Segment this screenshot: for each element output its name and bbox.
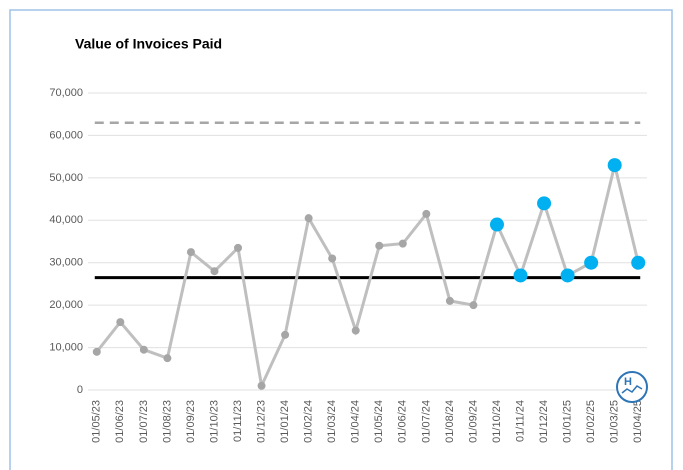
data-point: [210, 267, 219, 276]
y-tick-label: 0: [77, 384, 83, 396]
x-tick-label: 01/09/23: [185, 400, 197, 443]
y-tick-label: 50,000: [49, 172, 83, 184]
chart-title: Value of Invoices Paid: [75, 36, 222, 52]
data-point: [445, 296, 454, 305]
data-point: [304, 214, 313, 223]
x-tick-label: 01/02/24: [303, 400, 315, 443]
data-point: [116, 318, 125, 327]
chart-border: [9, 9, 673, 470]
data-point: [351, 326, 360, 335]
x-tick-label: 01/08/23: [161, 400, 173, 443]
data-point: [398, 239, 407, 248]
x-tick-label: 01/12/23: [255, 400, 267, 443]
logo: H: [616, 371, 648, 403]
data-point: [375, 241, 384, 250]
x-tick-label: 01/07/23: [138, 400, 150, 443]
data-point: [560, 268, 575, 283]
x-tick-label: 01/11/23: [232, 400, 244, 442]
data-line: [95, 164, 640, 391]
data-point: [281, 330, 290, 339]
x-tick-label: 01/04/25: [632, 400, 644, 443]
data-point: [186, 248, 195, 257]
x-tick-label: 01/09/24: [467, 400, 479, 443]
data-point: [257, 381, 266, 390]
x-tick-label: 01/07/24: [420, 400, 432, 443]
x-tick-label: 01/03/25: [609, 400, 621, 443]
x-tick-label: 01/05/24: [373, 400, 385, 443]
data-point: [328, 254, 337, 263]
x-tick-label: 01/04/24: [350, 400, 362, 443]
logo-ring: [616, 371, 648, 403]
x-tick-label: 01/11/24: [514, 400, 526, 442]
x-tick-label: 01/10/23: [208, 400, 220, 443]
logo-text: H: [624, 376, 632, 388]
y-tick-label: 20,000: [49, 299, 83, 311]
x-tick-label: 01/01/24: [279, 400, 291, 443]
data-point: [607, 158, 622, 173]
x-tick-label: 01/12/24: [538, 400, 550, 443]
data-point: [422, 209, 431, 218]
data-point: [469, 301, 478, 310]
data-point: [631, 255, 646, 270]
x-tick-label: 01/06/24: [397, 400, 409, 443]
y-tick-label: 70,000: [49, 87, 83, 99]
data-point: [513, 268, 528, 283]
x-tick-label: 01/01/25: [562, 400, 574, 443]
x-tick-label: 01/05/23: [91, 400, 103, 443]
data-point: [92, 347, 101, 356]
data-point: [584, 255, 599, 270]
data-point: [163, 354, 172, 363]
data-point: [489, 217, 504, 232]
logo-squiggle: [621, 385, 643, 394]
data-point: [139, 345, 148, 354]
y-tick-label: 30,000: [49, 257, 83, 269]
y-tick-label: 60,000: [49, 129, 83, 141]
x-tick-label: 01/02/25: [585, 400, 597, 443]
x-tick-label: 01/10/24: [491, 400, 503, 443]
data-point: [234, 243, 243, 252]
y-tick-label: 40,000: [49, 214, 83, 226]
x-tick-label: 01/06/23: [114, 400, 126, 443]
data-point: [537, 196, 552, 211]
y-tick-label: 10,000: [49, 341, 83, 353]
x-tick-label: 01/08/24: [444, 400, 456, 443]
x-tick-label: 01/03/24: [326, 400, 338, 443]
